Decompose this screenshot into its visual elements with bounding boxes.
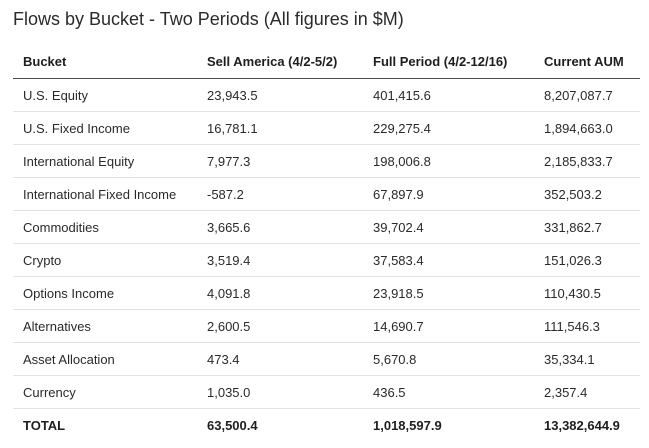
current-aum-cell: 1,894,663.0 xyxy=(534,111,640,145)
table-row: Commodities 3,665.6 39,702.4 331,862.7 xyxy=(13,210,640,244)
full-period-cell: 14,690.7 xyxy=(363,309,534,343)
sell-america-cell: 1,035.0 xyxy=(197,375,363,409)
sell-america-cell: 4,091.8 xyxy=(197,276,363,310)
full-period-cell: 198,006.8 xyxy=(363,144,534,178)
sell-america-cell: 3,519.4 xyxy=(197,243,363,277)
bucket-cell: U.S. Fixed Income xyxy=(13,111,197,145)
table-row: U.S. Equity 23,943.5 401,415.6 8,207,087… xyxy=(13,78,640,112)
total-current-aum-cell: 13,382,644.9 xyxy=(534,408,640,441)
bucket-cell: International Fixed Income xyxy=(13,177,197,211)
full-period-cell: 39,702.4 xyxy=(363,210,534,244)
bucket-cell: Alternatives xyxy=(13,309,197,343)
table-row: Asset Allocation 473.4 5,670.8 35,334.1 xyxy=(13,342,640,376)
flows-table: Bucket Sell America (4/2-5/2) Full Perio… xyxy=(13,45,640,441)
current-aum-cell: 35,334.1 xyxy=(534,342,640,376)
current-aum-cell: 352,503.2 xyxy=(534,177,640,211)
sell-america-cell: 3,665.6 xyxy=(197,210,363,244)
sell-america-cell: 2,600.5 xyxy=(197,309,363,343)
column-header-full-period: Full Period (4/2-12/16) xyxy=(363,45,534,79)
bucket-cell: U.S. Equity xyxy=(13,78,197,112)
sell-america-cell: -587.2 xyxy=(197,177,363,211)
current-aum-cell: 2,357.4 xyxy=(534,375,640,409)
bucket-cell: International Equity xyxy=(13,144,197,178)
total-row: TOTAL 63,500.4 1,018,597.9 13,382,644.9 xyxy=(13,408,640,441)
sell-america-cell: 7,977.3 xyxy=(197,144,363,178)
table-row: Currency 1,035.0 436.5 2,357.4 xyxy=(13,375,640,409)
bucket-cell: Crypto xyxy=(13,243,197,277)
column-header-sell-america: Sell America (4/2-5/2) xyxy=(197,45,363,79)
table-row: Crypto 3,519.4 37,583.4 151,026.3 xyxy=(13,243,640,277)
total-sell-america-cell: 63,500.4 xyxy=(197,408,363,441)
bucket-cell: Currency xyxy=(13,375,197,409)
full-period-cell: 401,415.6 xyxy=(363,78,534,112)
table-row: International Fixed Income -587.2 67,897… xyxy=(13,177,640,211)
total-full-period-cell: 1,018,597.9 xyxy=(363,408,534,441)
full-period-cell: 23,918.5 xyxy=(363,276,534,310)
full-period-cell: 5,670.8 xyxy=(363,342,534,376)
sell-america-cell: 23,943.5 xyxy=(197,78,363,112)
full-period-cell: 67,897.9 xyxy=(363,177,534,211)
sell-america-cell: 16,781.1 xyxy=(197,111,363,145)
current-aum-cell: 110,430.5 xyxy=(534,276,640,310)
current-aum-cell: 151,026.3 xyxy=(534,243,640,277)
table-row: International Equity 7,977.3 198,006.8 2… xyxy=(13,144,640,178)
full-period-cell: 37,583.4 xyxy=(363,243,534,277)
bucket-cell: Asset Allocation xyxy=(13,342,197,376)
current-aum-cell: 2,185,833.7 xyxy=(534,144,640,178)
table-row: Options Income 4,091.8 23,918.5 110,430.… xyxy=(13,276,640,310)
table-row: Alternatives 2,600.5 14,690.7 111,546.3 xyxy=(13,309,640,343)
current-aum-cell: 331,862.7 xyxy=(534,210,640,244)
table-title: Flows by Bucket - Two Periods (All figur… xyxy=(13,9,404,29)
bucket-cell: Options Income xyxy=(13,276,197,310)
full-period-cell: 436.5 xyxy=(363,375,534,409)
table-row: U.S. Fixed Income 16,781.1 229,275.4 1,8… xyxy=(13,111,640,145)
bucket-cell: Commodities xyxy=(13,210,197,244)
column-header-bucket: Bucket xyxy=(13,45,197,79)
header-row: Bucket Sell America (4/2-5/2) Full Perio… xyxy=(13,45,640,79)
total-label-cell: TOTAL xyxy=(13,408,197,441)
sell-america-cell: 473.4 xyxy=(197,342,363,376)
current-aum-cell: 8,207,087.7 xyxy=(534,78,640,112)
current-aum-cell: 111,546.3 xyxy=(534,309,640,343)
column-header-current-aum: Current AUM xyxy=(534,45,640,79)
full-period-cell: 229,275.4 xyxy=(363,111,534,145)
